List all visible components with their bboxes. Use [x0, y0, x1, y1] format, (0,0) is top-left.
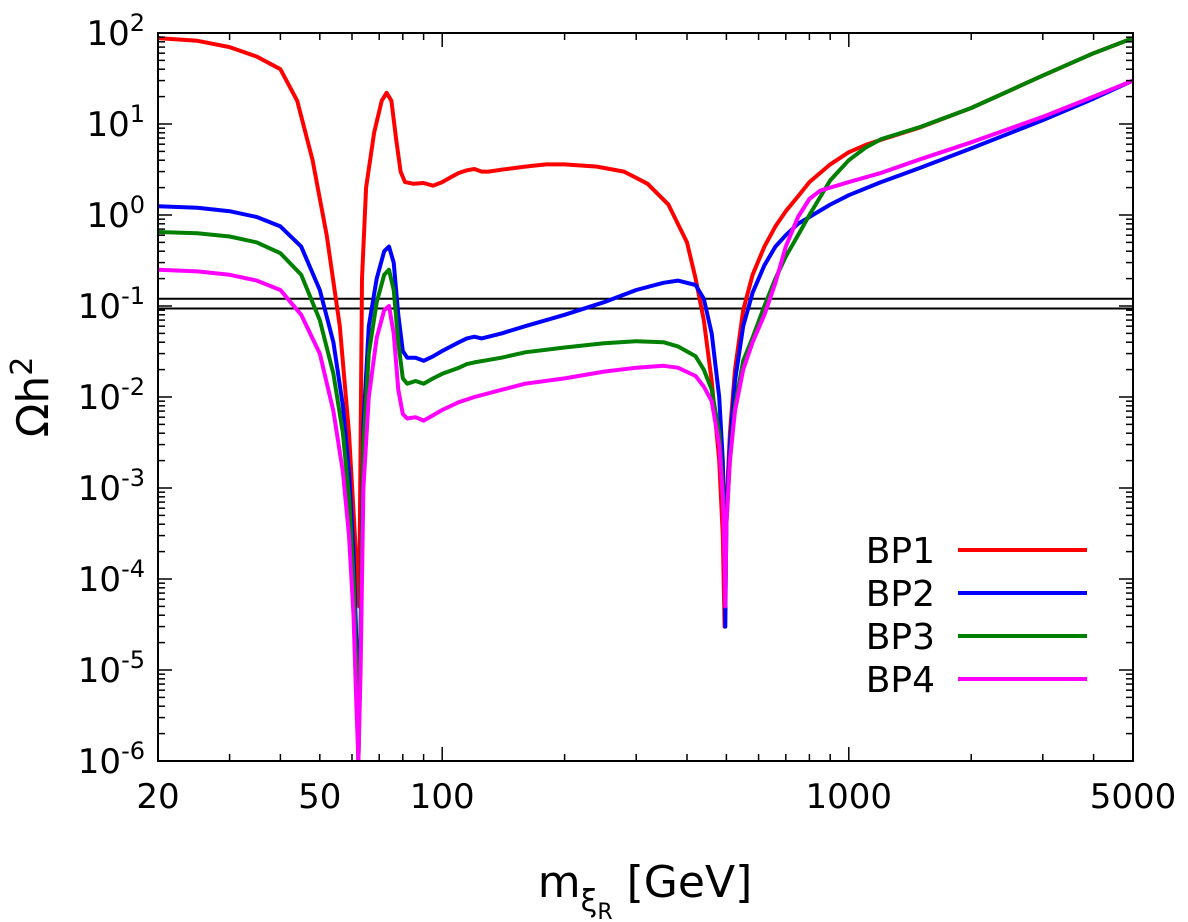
y-tick-labels: 102 101 100 10-1 10-2 10-3 10-4 10-5 10-6: [78, 9, 145, 782]
y-tick-label: 10-1: [78, 282, 145, 327]
legend-label-bp1: BP1: [866, 531, 935, 572]
series-line-bp3: [158, 36, 1133, 761]
reference-lines: [158, 297, 1133, 310]
x-tick-label: 20: [136, 777, 179, 817]
x-tick-label: 50: [298, 777, 341, 817]
series-line-bp1: [158, 36, 1133, 629]
y-tick-label: 10-2: [78, 373, 145, 418]
x-tick-label: 100: [410, 777, 475, 817]
y-axis-title: Ωh2: [5, 357, 59, 438]
plot-frame: [157, 32, 1134, 762]
y-tick-label: 10-5: [78, 646, 145, 691]
legend-label-bp4: BP4: [866, 660, 935, 701]
x-tick-labels: 20 50 100 1000 5000: [136, 777, 1176, 817]
axis-ticks: [157, 32, 1134, 762]
series-lines: [158, 36, 1133, 761]
y-tick-label: 10-3: [78, 464, 145, 509]
x-tick-label: 1000: [806, 777, 893, 817]
legend-label-bp2: BP2: [866, 574, 935, 615]
series-line-bp4: [158, 78, 1133, 761]
legend-label-bp3: BP3: [866, 617, 935, 658]
y-tick-label: 102: [86, 9, 145, 54]
x-tick-label: 5000: [1090, 777, 1177, 817]
y-tick-label: 100: [86, 191, 145, 236]
y-tick-label: 101: [86, 100, 145, 145]
y-tick-label: 10-6: [78, 737, 145, 782]
y-tick-label: 10-4: [78, 555, 145, 600]
x-axis-title: mξR [GeV]: [538, 857, 753, 922]
